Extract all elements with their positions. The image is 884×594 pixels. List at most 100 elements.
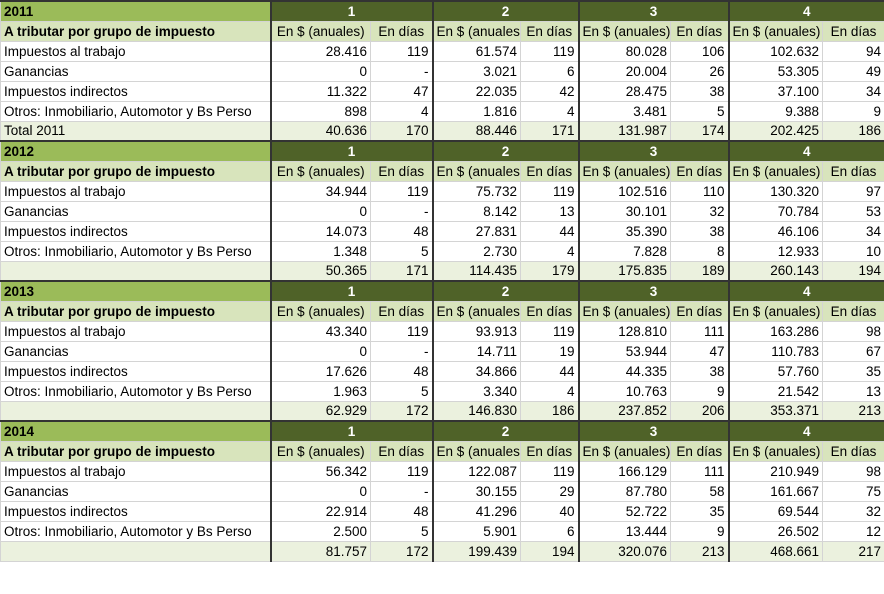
cell: 87.780 <box>577 480 672 502</box>
cell: 26 <box>670 60 730 82</box>
column-header: En $ (anuales) <box>431 300 522 322</box>
cell: 171 <box>369 260 434 282</box>
column-header: En días <box>520 440 580 462</box>
data-row: Impuestos al trabajo 56.342 119 122.087 119 1… <box>0 460 884 482</box>
cell: 14.073 <box>269 220 371 242</box>
column-header: En $ (anuales) <box>727 160 824 182</box>
data-row: Impuestos indirectos 11.322 47 22.035 42 28.4… <box>0 80 884 102</box>
year: 2014 <box>0 420 271 442</box>
cell: - <box>369 340 434 362</box>
cell: 1.816 <box>431 100 522 122</box>
cell: 111 <box>670 320 730 342</box>
cell: 98 <box>822 460 884 482</box>
cell: 13.444 <box>577 520 672 542</box>
column-header: En días <box>369 160 434 182</box>
cell: 49 <box>822 60 884 82</box>
cell: 11.322 <box>269 80 371 102</box>
data-row: Impuestos indirectos 17.626 48 34.866 44 44.3… <box>0 360 884 382</box>
cell: 43.340 <box>269 320 371 342</box>
header-row: 2011 1 2 3 4 <box>0 0 884 22</box>
cell: 166.129 <box>577 460 672 482</box>
cell: 175.835 <box>577 260 672 282</box>
cell: 21.542 <box>727 380 824 402</box>
column-header: En días <box>520 300 580 322</box>
column-header: En $ (anuales) <box>577 20 672 42</box>
cell: 1.348 <box>269 240 371 262</box>
data-row: Otros: Inmobiliario, Automotor y Bs Pers… <box>0 520 884 542</box>
cell: 6 <box>520 520 580 542</box>
cell: 28.475 <box>577 80 672 102</box>
cell: 22.914 <box>269 500 371 522</box>
cell: 8 <box>670 240 730 262</box>
cell: 53.305 <box>727 60 824 82</box>
cell: 35.390 <box>577 220 672 242</box>
cell: 46.106 <box>727 220 824 242</box>
cell: 172 <box>369 540 434 562</box>
cell: 10 <box>822 240 884 262</box>
cell: 98 <box>822 320 884 342</box>
cell: 0 <box>269 60 371 82</box>
group-header: 2 <box>431 420 580 442</box>
group-header: 1 <box>269 280 434 302</box>
column-header: En $ (anuales) <box>727 440 824 462</box>
cell: 75.732 <box>431 180 522 202</box>
cell: 34 <box>822 80 884 102</box>
cell: 4 <box>520 240 580 262</box>
row-label: Otros: Inmobiliario, Automotor y Bs Pers… <box>0 520 271 542</box>
year: 2013 <box>0 280 271 302</box>
data-row: Otros: Inmobiliario, Automotor y Bs Pers… <box>0 100 884 122</box>
row-label: Ganancias <box>0 340 271 362</box>
cell: 4 <box>369 100 434 122</box>
data-row: Impuestos indirectos 22.914 48 41.296 40 52.7… <box>0 500 884 522</box>
cell: 102.516 <box>577 180 672 202</box>
row-label: Otros: Inmobiliario, Automotor y Bs Pers… <box>0 240 271 262</box>
cell: 9 <box>822 100 884 122</box>
cell: 38 <box>670 360 730 382</box>
cell: 110.783 <box>727 340 824 362</box>
cell: 110 <box>670 180 730 202</box>
cell: 163.286 <box>727 320 824 342</box>
cell: 5.901 <box>431 520 522 542</box>
cell: 320.076 <box>577 540 672 562</box>
group-header: 2 <box>431 140 580 162</box>
data-row: Otros: Inmobiliario, Automotor y Bs Pers… <box>0 240 884 262</box>
column-header: En $ (anuales) <box>727 300 824 322</box>
cell: 260.143 <box>727 260 824 282</box>
cell: 128.810 <box>577 320 672 342</box>
cell: 62.929 <box>269 400 371 422</box>
column-header: En $ (anuales) <box>269 300 371 322</box>
cell: 131.987 <box>577 120 672 142</box>
group-header: 4 <box>727 0 884 22</box>
cell: 44.335 <box>577 360 672 382</box>
row-label: Impuestos al trabajo <box>0 40 271 62</box>
cell: 186 <box>822 120 884 142</box>
row-label: Impuestos al trabajo <box>0 460 271 482</box>
column-header: En días <box>520 160 580 182</box>
cell: 210.949 <box>727 460 824 482</box>
year: 2011 <box>0 0 271 22</box>
cell: 7.828 <box>577 240 672 262</box>
cell: 5 <box>369 380 434 402</box>
column-header: En días <box>670 20 730 42</box>
subheader-row: A tributar por grupo de impuesto En $ (an… <box>0 20 884 42</box>
cell: 12.933 <box>727 240 824 262</box>
year: 2012 <box>0 140 271 162</box>
row-label: Ganancias <box>0 60 271 82</box>
column-header: En $ (anuales) <box>269 20 371 42</box>
cell: 171 <box>520 120 580 142</box>
row-header-label: A tributar por grupo de impuesto <box>0 160 271 182</box>
cell: 61.574 <box>431 40 522 62</box>
group-header: 4 <box>727 140 884 162</box>
cell: 179 <box>520 260 580 282</box>
cell: 0 <box>269 200 371 222</box>
column-header: En días <box>822 20 884 42</box>
cell: 97 <box>822 180 884 202</box>
cell: 41.296 <box>431 500 522 522</box>
cell: 30.101 <box>577 200 672 222</box>
group-header: 4 <box>727 280 884 302</box>
cell: 111 <box>670 460 730 482</box>
row-header-label: A tributar por grupo de impuesto <box>0 440 271 462</box>
cell: 119 <box>520 180 580 202</box>
column-header: En días <box>822 160 884 182</box>
